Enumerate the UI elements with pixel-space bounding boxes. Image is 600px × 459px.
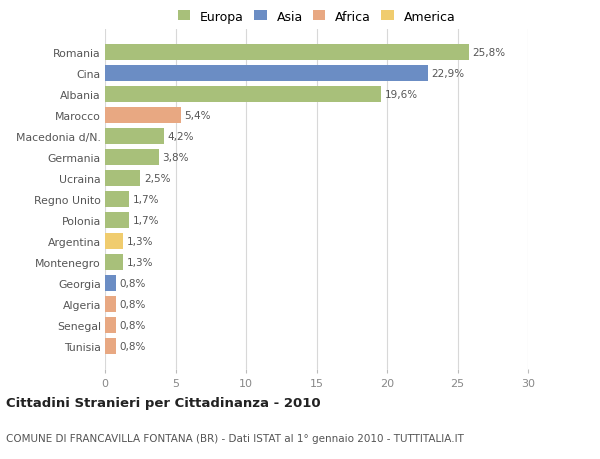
Bar [105, 213, 129, 229]
Text: 1,7%: 1,7% [133, 216, 159, 225]
Text: 1,3%: 1,3% [127, 257, 154, 268]
Bar [105, 192, 129, 207]
Bar [105, 297, 116, 312]
Text: 4,2%: 4,2% [168, 132, 194, 142]
Text: 19,6%: 19,6% [385, 90, 418, 100]
Legend: Europa, Asia, Africa, America: Europa, Asia, Africa, America [178, 11, 455, 23]
Bar [105, 108, 181, 124]
Text: 25,8%: 25,8% [472, 48, 505, 58]
Bar [105, 255, 124, 270]
Bar [105, 275, 116, 291]
Text: 0,8%: 0,8% [120, 279, 146, 288]
Text: Cittadini Stranieri per Cittadinanza - 2010: Cittadini Stranieri per Cittadinanza - 2… [6, 396, 320, 409]
Text: 5,4%: 5,4% [185, 111, 211, 121]
Bar [105, 87, 382, 103]
Text: 0,8%: 0,8% [120, 299, 146, 309]
Bar [105, 171, 140, 186]
Text: 1,7%: 1,7% [133, 195, 159, 205]
Text: 0,8%: 0,8% [120, 320, 146, 330]
Text: 2,5%: 2,5% [144, 174, 170, 184]
Text: COMUNE DI FRANCAVILLA FONTANA (BR) - Dati ISTAT al 1° gennaio 2010 - TUTTITALIA.: COMUNE DI FRANCAVILLA FONTANA (BR) - Dat… [6, 433, 464, 442]
Bar [105, 66, 428, 82]
Bar [105, 45, 469, 61]
Bar [105, 318, 116, 333]
Bar [105, 150, 158, 166]
Text: 1,3%: 1,3% [127, 236, 154, 246]
Bar [105, 129, 164, 145]
Bar [105, 234, 124, 249]
Text: 3,8%: 3,8% [162, 153, 188, 163]
Text: 22,9%: 22,9% [431, 69, 464, 79]
Text: 0,8%: 0,8% [120, 341, 146, 351]
Bar [105, 338, 116, 354]
